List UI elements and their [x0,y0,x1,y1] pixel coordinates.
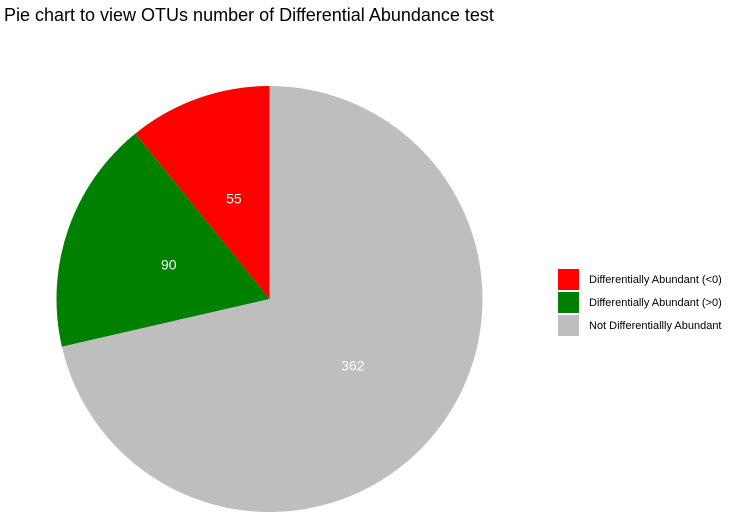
legend-item-not-differential: Not Differentiallly Abundant [558,314,722,337]
legend: Differentially Abundant (<0) Differentia… [558,268,722,337]
legend-label-negative: Differentially Abundant (<0) [589,273,722,286]
pie-slice-positive [56,133,270,347]
legend-label-positive: Differentially Abundant (>0) [589,296,722,309]
legend-swatch-not-differential [558,315,579,336]
pie-slice-negative [135,86,270,299]
pie-label-negative: 55 [226,191,242,207]
pie-label-not-differential: 362 [341,357,365,373]
pie-slice-labels: 55 90 362 [161,191,365,374]
legend-item-negative: Differentially Abundant (<0) [558,268,722,291]
pie-slice-not-differential [61,86,483,513]
legend-swatch-positive [558,292,579,313]
pie-label-positive: 90 [161,256,177,272]
chart-title: Pie chart to view OTUs number of Differe… [4,5,494,25]
legend-item-positive: Differentially Abundant (>0) [558,291,722,314]
legend-swatch-negative [558,269,579,290]
legend-label-not-differential: Not Differentiallly Abundant [589,319,722,332]
pie-slices [56,86,483,513]
